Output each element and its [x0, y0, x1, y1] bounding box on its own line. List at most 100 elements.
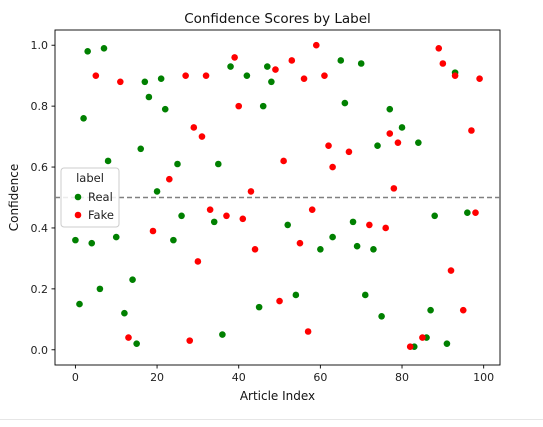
point-fake	[276, 297, 283, 305]
point-real	[112, 233, 120, 241]
y-tick-label: 0.4	[31, 222, 49, 235]
points-layer	[72, 41, 483, 351]
point-fake	[459, 306, 467, 314]
point-fake	[190, 124, 198, 131]
point-fake	[235, 102, 243, 110]
point-real	[227, 63, 234, 70]
point-real	[170, 236, 177, 244]
y-tick-label: 0.2	[31, 283, 49, 296]
point-real	[431, 212, 438, 220]
point-real	[292, 291, 300, 299]
y-axis-label: Confidence	[7, 164, 21, 231]
point-real	[317, 245, 324, 253]
point-fake	[272, 66, 279, 73]
point-real	[178, 212, 185, 220]
bottom-divider	[0, 419, 543, 420]
point-real	[329, 233, 336, 241]
point-fake	[382, 224, 389, 232]
point-real	[378, 312, 385, 320]
point-real	[341, 99, 349, 107]
point-real	[121, 309, 128, 317]
point-fake	[206, 206, 214, 213]
x-axis-label: Article Index	[240, 389, 315, 403]
legend: label Real Fake	[60, 167, 120, 228]
point-real	[141, 78, 149, 86]
point-fake	[231, 54, 238, 61]
y-tick-label: 1.0	[31, 39, 49, 52]
x-tick-label: 20	[150, 371, 164, 384]
point-real	[353, 242, 361, 250]
point-fake	[451, 72, 459, 79]
point-real	[210, 218, 218, 226]
point-real	[157, 75, 165, 83]
point-fake	[149, 227, 157, 235]
point-real	[398, 124, 406, 131]
point-real	[259, 102, 267, 110]
point-real	[145, 93, 153, 101]
point-real	[374, 142, 381, 150]
point-real	[84, 48, 91, 55]
legend-label-real: Real	[88, 190, 113, 204]
point-fake	[390, 185, 398, 192]
point-fake	[321, 72, 328, 79]
point-fake	[186, 337, 194, 344]
point-real	[243, 72, 251, 79]
legend-marker-real	[74, 193, 82, 201]
point-real	[104, 157, 112, 165]
point-fake	[329, 163, 336, 171]
x-tick-label: 0	[72, 371, 79, 384]
point-fake	[439, 60, 447, 67]
y-tick-label: 0.6	[31, 161, 49, 174]
point-fake	[202, 72, 210, 79]
point-fake	[468, 127, 475, 134]
point-real	[137, 145, 145, 153]
point-real	[88, 239, 96, 247]
point-fake	[125, 334, 132, 341]
point-fake	[223, 212, 230, 220]
y-tick-label: 0.0	[31, 344, 49, 357]
point-fake	[304, 328, 312, 335]
point-fake	[251, 245, 259, 253]
point-fake	[308, 206, 316, 213]
x-tick-label: 60	[313, 371, 327, 384]
chart-title: Confidence Scores by Label	[184, 11, 371, 27]
point-real	[349, 218, 357, 226]
point-real	[219, 331, 226, 338]
point-fake	[288, 57, 296, 64]
point-fake	[366, 221, 373, 229]
legend-box	[60, 167, 120, 228]
x-tick-label: 80	[395, 371, 409, 384]
point-real	[361, 291, 369, 299]
point-fake	[300, 75, 308, 83]
point-real	[415, 139, 422, 146]
point-real	[443, 340, 451, 347]
point-real	[255, 303, 263, 311]
legend-marker-fake	[74, 211, 82, 219]
point-fake	[476, 75, 483, 83]
point-fake	[447, 267, 455, 274]
point-real	[464, 209, 471, 217]
point-real	[337, 57, 345, 64]
point-real	[80, 115, 87, 122]
y-tick-label: 0.8	[31, 100, 49, 113]
point-real	[76, 300, 83, 308]
point-fake	[280, 157, 287, 165]
point-fake	[247, 188, 255, 195]
legend-label-fake: Fake	[88, 208, 114, 222]
x-axis-ticks: 0 20 40 60 80 100	[72, 365, 494, 384]
legend-title: label	[76, 171, 104, 185]
point-fake	[325, 142, 332, 150]
point-fake	[386, 130, 394, 137]
point-real	[133, 340, 140, 347]
point-fake	[198, 133, 206, 140]
point-real	[357, 60, 365, 67]
point-real	[100, 44, 108, 52]
point-fake	[239, 215, 247, 223]
point-real	[268, 78, 275, 86]
point-fake	[406, 343, 414, 351]
point-real	[284, 221, 292, 229]
point-real	[96, 285, 104, 293]
y-axis-ticks: 0.0 0.2 0.4 0.6 0.8 1.0	[31, 39, 55, 357]
point-fake	[166, 175, 173, 183]
x-tick-label: 40	[232, 371, 246, 384]
